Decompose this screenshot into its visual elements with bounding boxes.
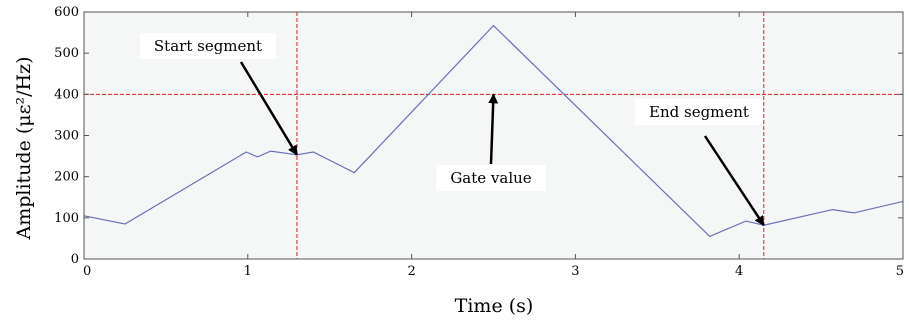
y-tick-label: 500 (54, 46, 79, 61)
annotation-label-box (139, 33, 277, 59)
x-tick-label: 2 (407, 264, 415, 279)
x-tick-label: 4 (735, 264, 743, 279)
x-axis-ticks: 0 1 2 3 4 5 (83, 12, 904, 279)
y-tick-label: 400 (54, 87, 79, 102)
x-tick-label: 1 (244, 264, 252, 279)
x-tick-label: 3 (571, 264, 579, 279)
x-axis-label: Time (s) (455, 295, 534, 317)
y-tick-label: 200 (54, 170, 79, 185)
annotation-arrow (488, 93, 499, 165)
x-tick-label: 5 (896, 264, 904, 279)
annotation-arrow (239, 61, 299, 156)
y-axis-label: Amplitude (με²/Hz) (13, 57, 35, 241)
y-tick-label: 0 (71, 252, 79, 267)
annotation-label-box (635, 99, 763, 125)
series-line (83, 24, 904, 238)
annotations: Start segment Gate value End segment (139, 33, 765, 227)
annotation-label-box (436, 165, 546, 191)
y-axis-ticks: 0 100 200 300 400 500 600 (54, 5, 903, 267)
x-tick-label: 0 (83, 264, 91, 279)
annotation-label: End segment (649, 103, 749, 121)
y-tick-label: 600 (54, 5, 79, 20)
annotation-label: Start segment (154, 37, 262, 55)
y-tick-label: 300 (54, 129, 79, 144)
annotation-arrow (703, 135, 765, 227)
annotation-label: Gate value (450, 169, 531, 187)
y-tick-label: 100 (54, 211, 79, 226)
